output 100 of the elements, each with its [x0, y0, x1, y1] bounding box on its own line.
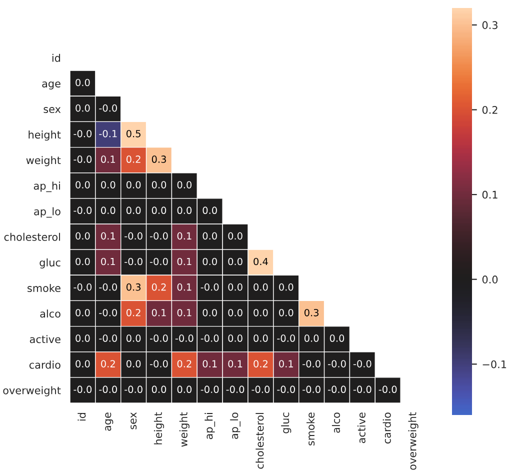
data-label: -0.0 [378, 386, 397, 394]
data-label: 0.1 [202, 360, 217, 368]
data-label: 0.1 [279, 360, 293, 368]
data-label: 0.2 [126, 308, 140, 316]
data-label: 0.1 [228, 360, 242, 368]
color-bar-label: 0.3 [482, 21, 498, 30]
data-label: 0.0 [228, 232, 242, 240]
x-tick-label: sex [130, 412, 137, 430]
data-label: -0.0 [124, 386, 142, 394]
x-tick-label: ap_lo [230, 412, 240, 439]
data-label: -0.0 [150, 258, 168, 266]
data-label: 0.2 [101, 360, 115, 368]
data-label: -0.0 [277, 386, 295, 394]
x-tick-label: overweight [408, 412, 418, 470]
y-tick-label: height [28, 130, 61, 141]
data-label: 0.1 [177, 232, 192, 240]
data-label: 0.0 [76, 308, 90, 316]
data-label: 0.0 [126, 334, 141, 342]
data-label: 0.0 [76, 360, 90, 368]
data-label: -0.0 [74, 206, 92, 214]
data-label: 0.0 [228, 283, 242, 291]
data-label: -0.0 [175, 334, 194, 342]
x-tick-label: gluc [281, 412, 292, 434]
x-tick-label: id [78, 412, 86, 421]
y-tick-label: cardio [29, 360, 60, 369]
x-tick-label: cholesterol [256, 413, 264, 469]
data-label: 0.0 [152, 386, 166, 394]
x-tick-label: cardio [382, 412, 391, 444]
data-label: -0.0 [226, 386, 244, 394]
y-tick-label: sex [44, 107, 61, 114]
y-tick-label: ap_lo [34, 207, 60, 218]
data-label: 0.0 [177, 181, 192, 188]
data-label: -0.0 [99, 283, 117, 291]
color-bar-label: 0.0 [482, 276, 498, 284]
y-tick-label: gluc [40, 258, 60, 268]
data-label: -0.0 [353, 360, 372, 368]
y-tick-label: weight [26, 156, 61, 166]
data-label: 0.0 [228, 334, 242, 342]
x-tick-label: age [105, 412, 114, 431]
data-label: -0.0 [150, 334, 168, 342]
data-label: 0.2 [126, 156, 140, 163]
data-label: 0.0 [279, 308, 294, 316]
data-label: 0.0 [228, 308, 242, 316]
data-label: -0.0 [200, 283, 219, 291]
y-tick-label: cholesterol [4, 232, 60, 241]
data-label: 0.1 [177, 308, 192, 316]
data-label: -0.0 [150, 232, 168, 240]
data-label: 0.0 [177, 206, 192, 214]
color-bar-label: −0.1 [482, 360, 506, 368]
data-label: 0.0 [304, 334, 319, 342]
data-label: 0.3 [152, 156, 166, 163]
data-label: -0.0 [74, 156, 92, 163]
data-label: 0.0 [279, 283, 294, 291]
data-label: 0.2 [177, 360, 192, 368]
y-tick-label: id [52, 54, 60, 62]
data-label: 0.0 [76, 232, 90, 240]
data-label: 0.1 [152, 308, 166, 316]
data-label: 0.0 [76, 104, 90, 112]
data-label: 0.1 [101, 156, 115, 163]
data-label: 0.1 [177, 283, 192, 291]
x-tick-label: weight [179, 412, 190, 447]
data-label: -0.0 [252, 386, 270, 394]
color-bar-label: 0.2 [482, 106, 498, 114]
data-label: 0.2 [254, 360, 268, 368]
data-label: 0.0 [126, 181, 141, 188]
data-label: 0.0 [202, 232, 217, 240]
data-label: 0.5 [126, 130, 140, 138]
data-label: 0.0 [101, 181, 116, 188]
data-label: -0.0 [99, 334, 117, 342]
x-tick-label: height [154, 412, 164, 444]
x-tick-label: smoke [306, 412, 315, 446]
data-label: 0.0 [202, 308, 217, 316]
data-label: 0.0 [177, 386, 192, 394]
data-label: -0.0 [328, 386, 346, 394]
y-tick-label: ap_hi [34, 182, 60, 192]
data-label: 0.0 [330, 334, 344, 342]
data-label: 0.0 [126, 206, 141, 214]
data-label: 0.0 [254, 334, 268, 342]
data-label: 0.1 [177, 258, 192, 266]
y-tick-label: active [30, 335, 60, 344]
color-bar-label: 0.1 [482, 190, 498, 199]
data-label: 0.4 [254, 258, 268, 266]
data-label: 0.0 [202, 206, 217, 214]
data-label: -0.0 [74, 130, 92, 138]
x-tick-label: alco [332, 412, 340, 433]
data-label: -0.0 [302, 386, 320, 394]
data-label: -0.0 [200, 334, 219, 342]
data-label: -0.0 [277, 334, 295, 342]
data-label: 0.0 [152, 206, 166, 214]
data-label: 0.2 [152, 283, 166, 291]
data-label: 0.0 [254, 283, 268, 291]
data-label: 0.0 [76, 258, 90, 266]
data-label: -0.0 [353, 386, 372, 394]
y-tick-label: age [42, 81, 60, 90]
data-label: 0.1 [101, 232, 115, 240]
data-label: -0.0 [302, 360, 320, 368]
data-label: -0.1 [99, 130, 117, 138]
data-label: 0.0 [126, 360, 141, 368]
data-label: 0.1 [101, 258, 115, 266]
data-label: -0.0 [200, 386, 219, 394]
